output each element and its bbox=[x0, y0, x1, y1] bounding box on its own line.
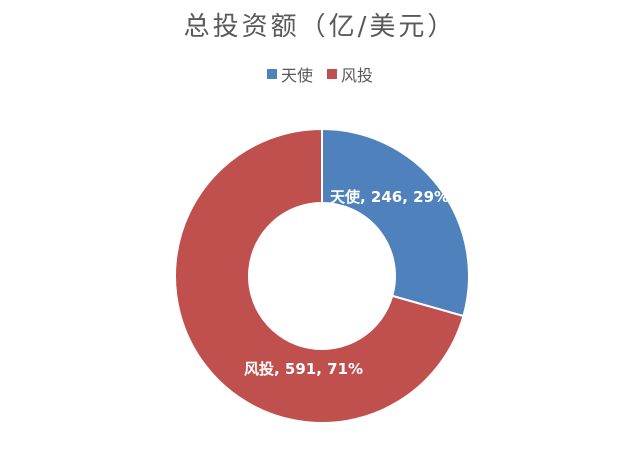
chart-title: 总投资额（亿/美元） bbox=[183, 12, 457, 42]
legend-item-angel: 天使 bbox=[266, 62, 313, 86]
legend-item-vc: 风投 bbox=[327, 62, 373, 86]
donut-slices bbox=[174, 127, 470, 424]
legend-swatch-vc bbox=[327, 69, 337, 79]
data-label-vc: 风投, 591, 71% bbox=[244, 360, 363, 378]
donut-slice-vc bbox=[174, 127, 465, 424]
data-label-angel: 天使, 246, 29% bbox=[330, 188, 449, 206]
donut-slice-angel bbox=[321, 127, 470, 318]
chart-legend: 天使 风投 bbox=[0, 62, 640, 86]
legend-swatch-angel bbox=[266, 69, 277, 79]
legend-label-angel: 天使 bbox=[280, 66, 313, 85]
legend-label-vc: 风投 bbox=[341, 66, 374, 85]
